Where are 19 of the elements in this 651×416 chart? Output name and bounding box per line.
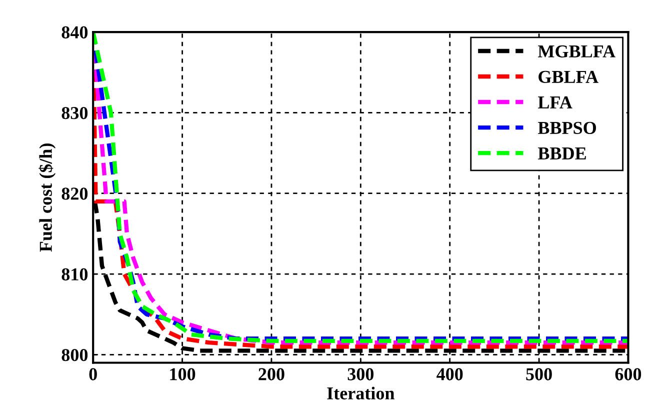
x-tick-label: 300 [348, 368, 374, 380]
x-tick-label: 0 [89, 368, 97, 380]
legend-label: MGBLFA [538, 45, 616, 58]
x-tick-label: 200 [258, 368, 284, 380]
x-axis-title: Iteration [327, 386, 394, 400]
y-tick-label: 810 [62, 268, 88, 280]
legend-label: GBLFA [538, 70, 598, 83]
x-tick-label: 100 [170, 368, 196, 380]
legend-label: BBDE [538, 148, 586, 160]
x-tick-label: 500 [526, 368, 552, 380]
x-tick-label: 400 [436, 368, 463, 380]
y-tick-label: 820 [62, 188, 88, 200]
y-tick-label: 840 [62, 26, 88, 38]
legend-label: BBPSO [538, 122, 596, 134]
y-axis-title: Fuel cost ($/h) [38, 144, 56, 252]
y-tick-label: 830 [62, 106, 88, 120]
x-tick-label: 600 [615, 368, 642, 380]
y-tick-label: 800 [62, 348, 88, 362]
legend-label: LFA [538, 96, 572, 108]
